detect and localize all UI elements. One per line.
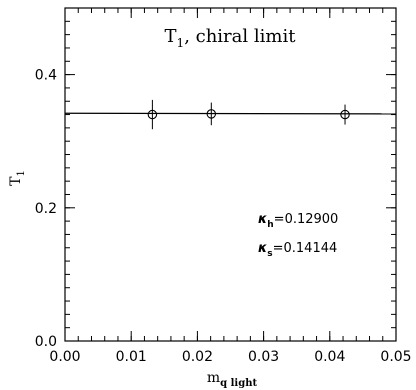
y-tick-label: 0.0 xyxy=(35,334,57,350)
fit-line-group xyxy=(64,112,397,115)
kappa-annotation: κs=0.14144 xyxy=(258,241,337,259)
x-tick-label: 0.02 xyxy=(182,349,213,365)
chart-title-suffix: , chiral limit xyxy=(184,26,296,47)
x-tick-label: 0.04 xyxy=(314,349,345,365)
y-axis-title-subscript: 1 xyxy=(16,170,27,176)
kappa-subscript: h xyxy=(267,220,273,230)
kappa-symbol: κ xyxy=(258,241,267,256)
chart-title-subscript: 1 xyxy=(177,36,185,50)
kappa-subscript: s xyxy=(267,249,272,259)
x-tick-label: 0.01 xyxy=(116,349,147,365)
x-tick-label: 0.00 xyxy=(49,349,80,365)
y-tick-label: 0.4 xyxy=(35,68,57,84)
kappa-value: =0.12900 xyxy=(274,212,339,227)
data-point xyxy=(147,99,158,130)
point-marker xyxy=(340,109,350,120)
data-points xyxy=(147,99,350,130)
x-axis-title: mq light xyxy=(207,370,258,389)
x-tick-label: 0.05 xyxy=(380,349,411,365)
kappa-symbol: κ xyxy=(258,212,267,227)
y-tick-label: 0.2 xyxy=(35,201,57,217)
x-tick-label: 0.03 xyxy=(248,349,279,365)
data-point xyxy=(206,102,217,126)
plot-frame xyxy=(64,7,397,342)
data-point xyxy=(340,104,350,125)
y-axis-title: T1 xyxy=(8,170,27,186)
point-marker xyxy=(147,109,158,120)
kappa-value: =0.14144 xyxy=(273,241,338,256)
kappa-annotation: κh=0.12900 xyxy=(258,212,338,230)
fit-line xyxy=(64,112,397,115)
axis-ticks: 0.00 0.01 0.02 0.03 0.04 0.05 0.0 0.2 0.4 xyxy=(35,7,412,365)
chart-title: T1, chiral limit xyxy=(165,26,297,50)
x-axis-title-subscript: q light xyxy=(220,378,257,389)
point-marker xyxy=(206,109,217,119)
